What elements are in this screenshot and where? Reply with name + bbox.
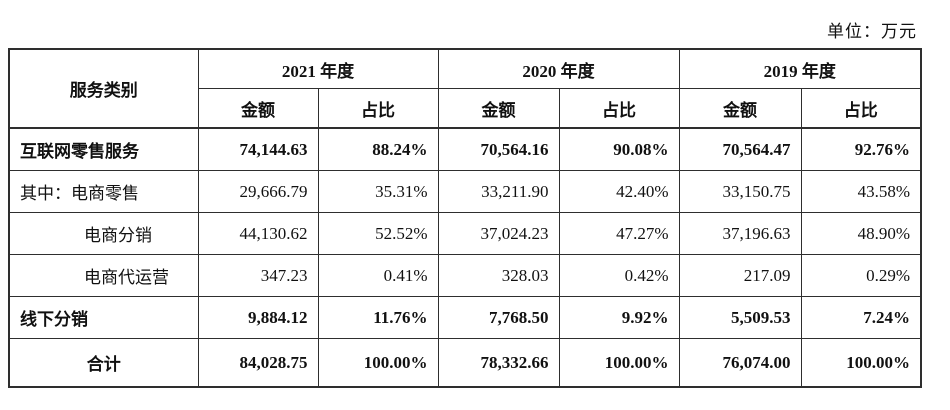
row-label-cell: 合计 <box>8 338 199 388</box>
amount-cell: 76,074.00 <box>678 338 802 388</box>
amount-header-cell: 金额 <box>437 88 560 129</box>
amount-cell: 5,509.53 <box>678 296 802 339</box>
amount-cell: 217.09 <box>678 254 802 297</box>
percent-cell: 0.29% <box>800 254 922 297</box>
percent-cell: 48.90% <box>800 212 922 255</box>
table-row: 其中：电商零售 29,666.79 35.31% 33,211.90 42.40… <box>8 170 922 213</box>
year-header-2021: 2021 年度 <box>197 48 439 89</box>
row-label-cell: 线下分销 <box>8 296 199 339</box>
percent-cell: 100.00% <box>317 338 439 388</box>
amount-cell: 9,884.12 <box>197 296 319 339</box>
service-revenue-table: 服务类别 2021 年度 2020 年度 2019 年度 金额 占比 金额 占比… <box>8 48 922 388</box>
percent-cell: 11.76% <box>317 296 439 339</box>
row-label-cell: 电商分销 <box>8 212 199 255</box>
percent-cell: 90.08% <box>558 127 680 171</box>
amount-cell: 74,144.63 <box>197 127 319 171</box>
amount-cell: 33,211.90 <box>437 170 560 213</box>
amount-header-cell: 金额 <box>678 88 802 129</box>
amount-header-cell: 金额 <box>197 88 319 129</box>
amount-cell: 70,564.47 <box>678 127 802 171</box>
percent-cell: 47.27% <box>558 212 680 255</box>
amount-cell: 37,024.23 <box>437 212 560 255</box>
percent-cell: 43.58% <box>800 170 922 213</box>
amount-cell: 29,666.79 <box>197 170 319 213</box>
percent-cell: 0.42% <box>558 254 680 297</box>
amount-cell: 7,768.50 <box>437 296 560 339</box>
amount-cell: 37,196.63 <box>678 212 802 255</box>
header-row-subcolumns: 金额 占比 金额 占比 金额 占比 <box>9 88 922 129</box>
row-label-cell: 互联网零售服务 <box>8 127 199 171</box>
amount-cell: 328.03 <box>437 254 560 297</box>
amount-cell: 70,564.16 <box>437 127 560 171</box>
table-row: 电商代运营 347.23 0.41% 328.03 0.42% 217.09 0… <box>8 254 922 297</box>
table-row-total: 合计 84,028.75 100.00% 78,332.66 100.00% 7… <box>8 338 922 388</box>
table-row: 线下分销 9,884.12 11.76% 7,768.50 9.92% 5,50… <box>8 296 922 339</box>
amount-cell: 78,332.66 <box>437 338 560 388</box>
percent-cell: 35.31% <box>317 170 439 213</box>
percent-cell: 88.24% <box>317 127 439 171</box>
amount-cell: 84,028.75 <box>197 338 319 388</box>
unit-label: 单位：万元 <box>827 22 917 41</box>
percent-cell: 52.52% <box>317 212 439 255</box>
percent-cell: 9.92% <box>558 296 680 339</box>
table-row: 互联网零售服务 74,144.63 88.24% 70,564.16 90.08… <box>8 127 922 171</box>
percent-cell: 100.00% <box>800 338 922 388</box>
row-label-cell: 电商代运营 <box>8 254 199 297</box>
table-row: 电商分销 44,130.62 52.52% 37,024.23 47.27% 3… <box>8 212 922 255</box>
year-header-2019: 2019 年度 <box>678 48 922 89</box>
ratio-header-cell: 占比 <box>317 88 439 129</box>
percent-cell: 0.41% <box>317 254 439 297</box>
amount-cell: 44,130.62 <box>197 212 319 255</box>
header-row-years: 服务类别 2021 年度 2020 年度 2019 年度 <box>8 48 922 129</box>
ratio-header-cell: 占比 <box>800 88 922 129</box>
percent-cell: 42.40% <box>558 170 680 213</box>
percent-cell: 7.24% <box>800 296 922 339</box>
ratio-header-cell: 占比 <box>558 88 680 129</box>
percent-cell: 100.00% <box>558 338 680 388</box>
row-label-cell: 其中：电商零售 <box>8 170 199 213</box>
percent-cell: 92.76% <box>800 127 922 171</box>
amount-cell: 347.23 <box>197 254 319 297</box>
year-header-2020: 2020 年度 <box>437 48 680 89</box>
amount-cell: 33,150.75 <box>678 170 802 213</box>
category-header-cell: 服务类别 <box>8 48 199 129</box>
